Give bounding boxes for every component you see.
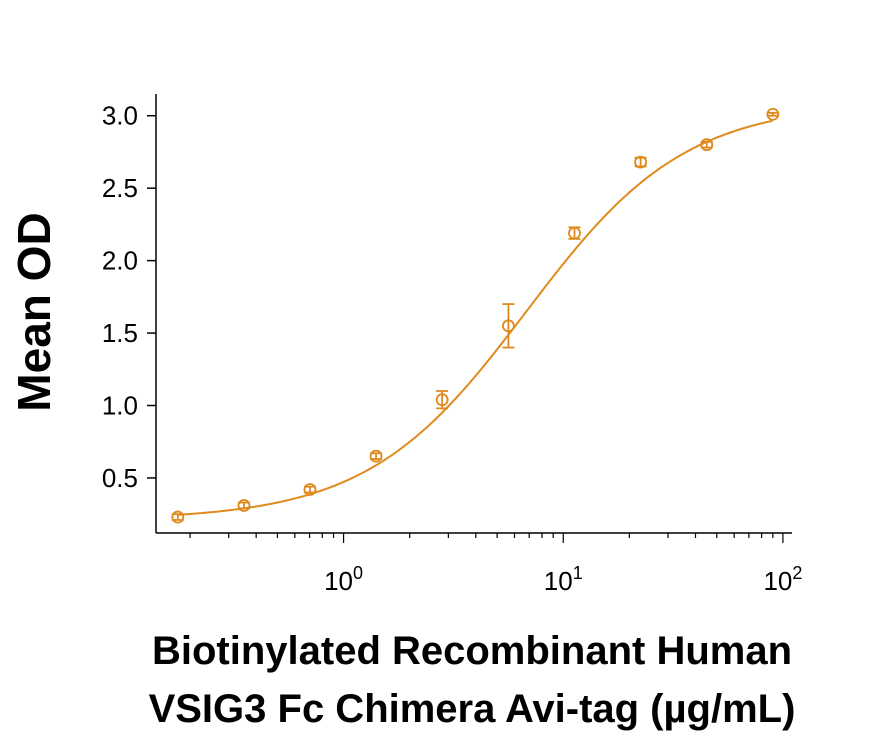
y-tick-label: 1.0 — [102, 391, 138, 421]
data-point — [766, 107, 780, 121]
data-point — [435, 393, 449, 407]
data-point — [700, 138, 714, 152]
x-axis-title-line-1: Biotinylated Recombinant Human — [152, 629, 792, 673]
data-point — [171, 510, 185, 524]
x-axis-title-line-2: VSIG3 Fc Chimera Avi-tag (µg/mL) — [149, 687, 796, 731]
data-point — [369, 449, 383, 463]
axes: 0.5 1.0 1.5 2.0 2.5 3.0 100 101 102 — [102, 94, 802, 596]
y-tick-label: 2.5 — [102, 173, 138, 203]
y-axis-title: Mean OD — [8, 212, 60, 411]
y-ticks: 0.5 1.0 1.5 2.0 2.5 3.0 — [102, 101, 156, 493]
data-point — [634, 155, 648, 169]
y-tick-label: 2.0 — [102, 246, 138, 276]
y-tick-label: 3.0 — [102, 101, 138, 131]
y-tick-label: 1.5 — [102, 318, 138, 348]
data-point — [237, 499, 251, 512]
x-ticks: 100 101 102 — [189, 533, 802, 596]
x-tick-label: 101 — [544, 563, 583, 596]
fit-curve — [177, 119, 774, 516]
x-tick-label: 100 — [324, 563, 363, 596]
y-tick-label: 0.5 — [102, 463, 138, 493]
data-point — [303, 483, 317, 496]
data-point — [568, 226, 581, 240]
plot-content — [171, 107, 780, 524]
x-tick-label: 102 — [763, 563, 802, 596]
data-point — [502, 319, 515, 333]
